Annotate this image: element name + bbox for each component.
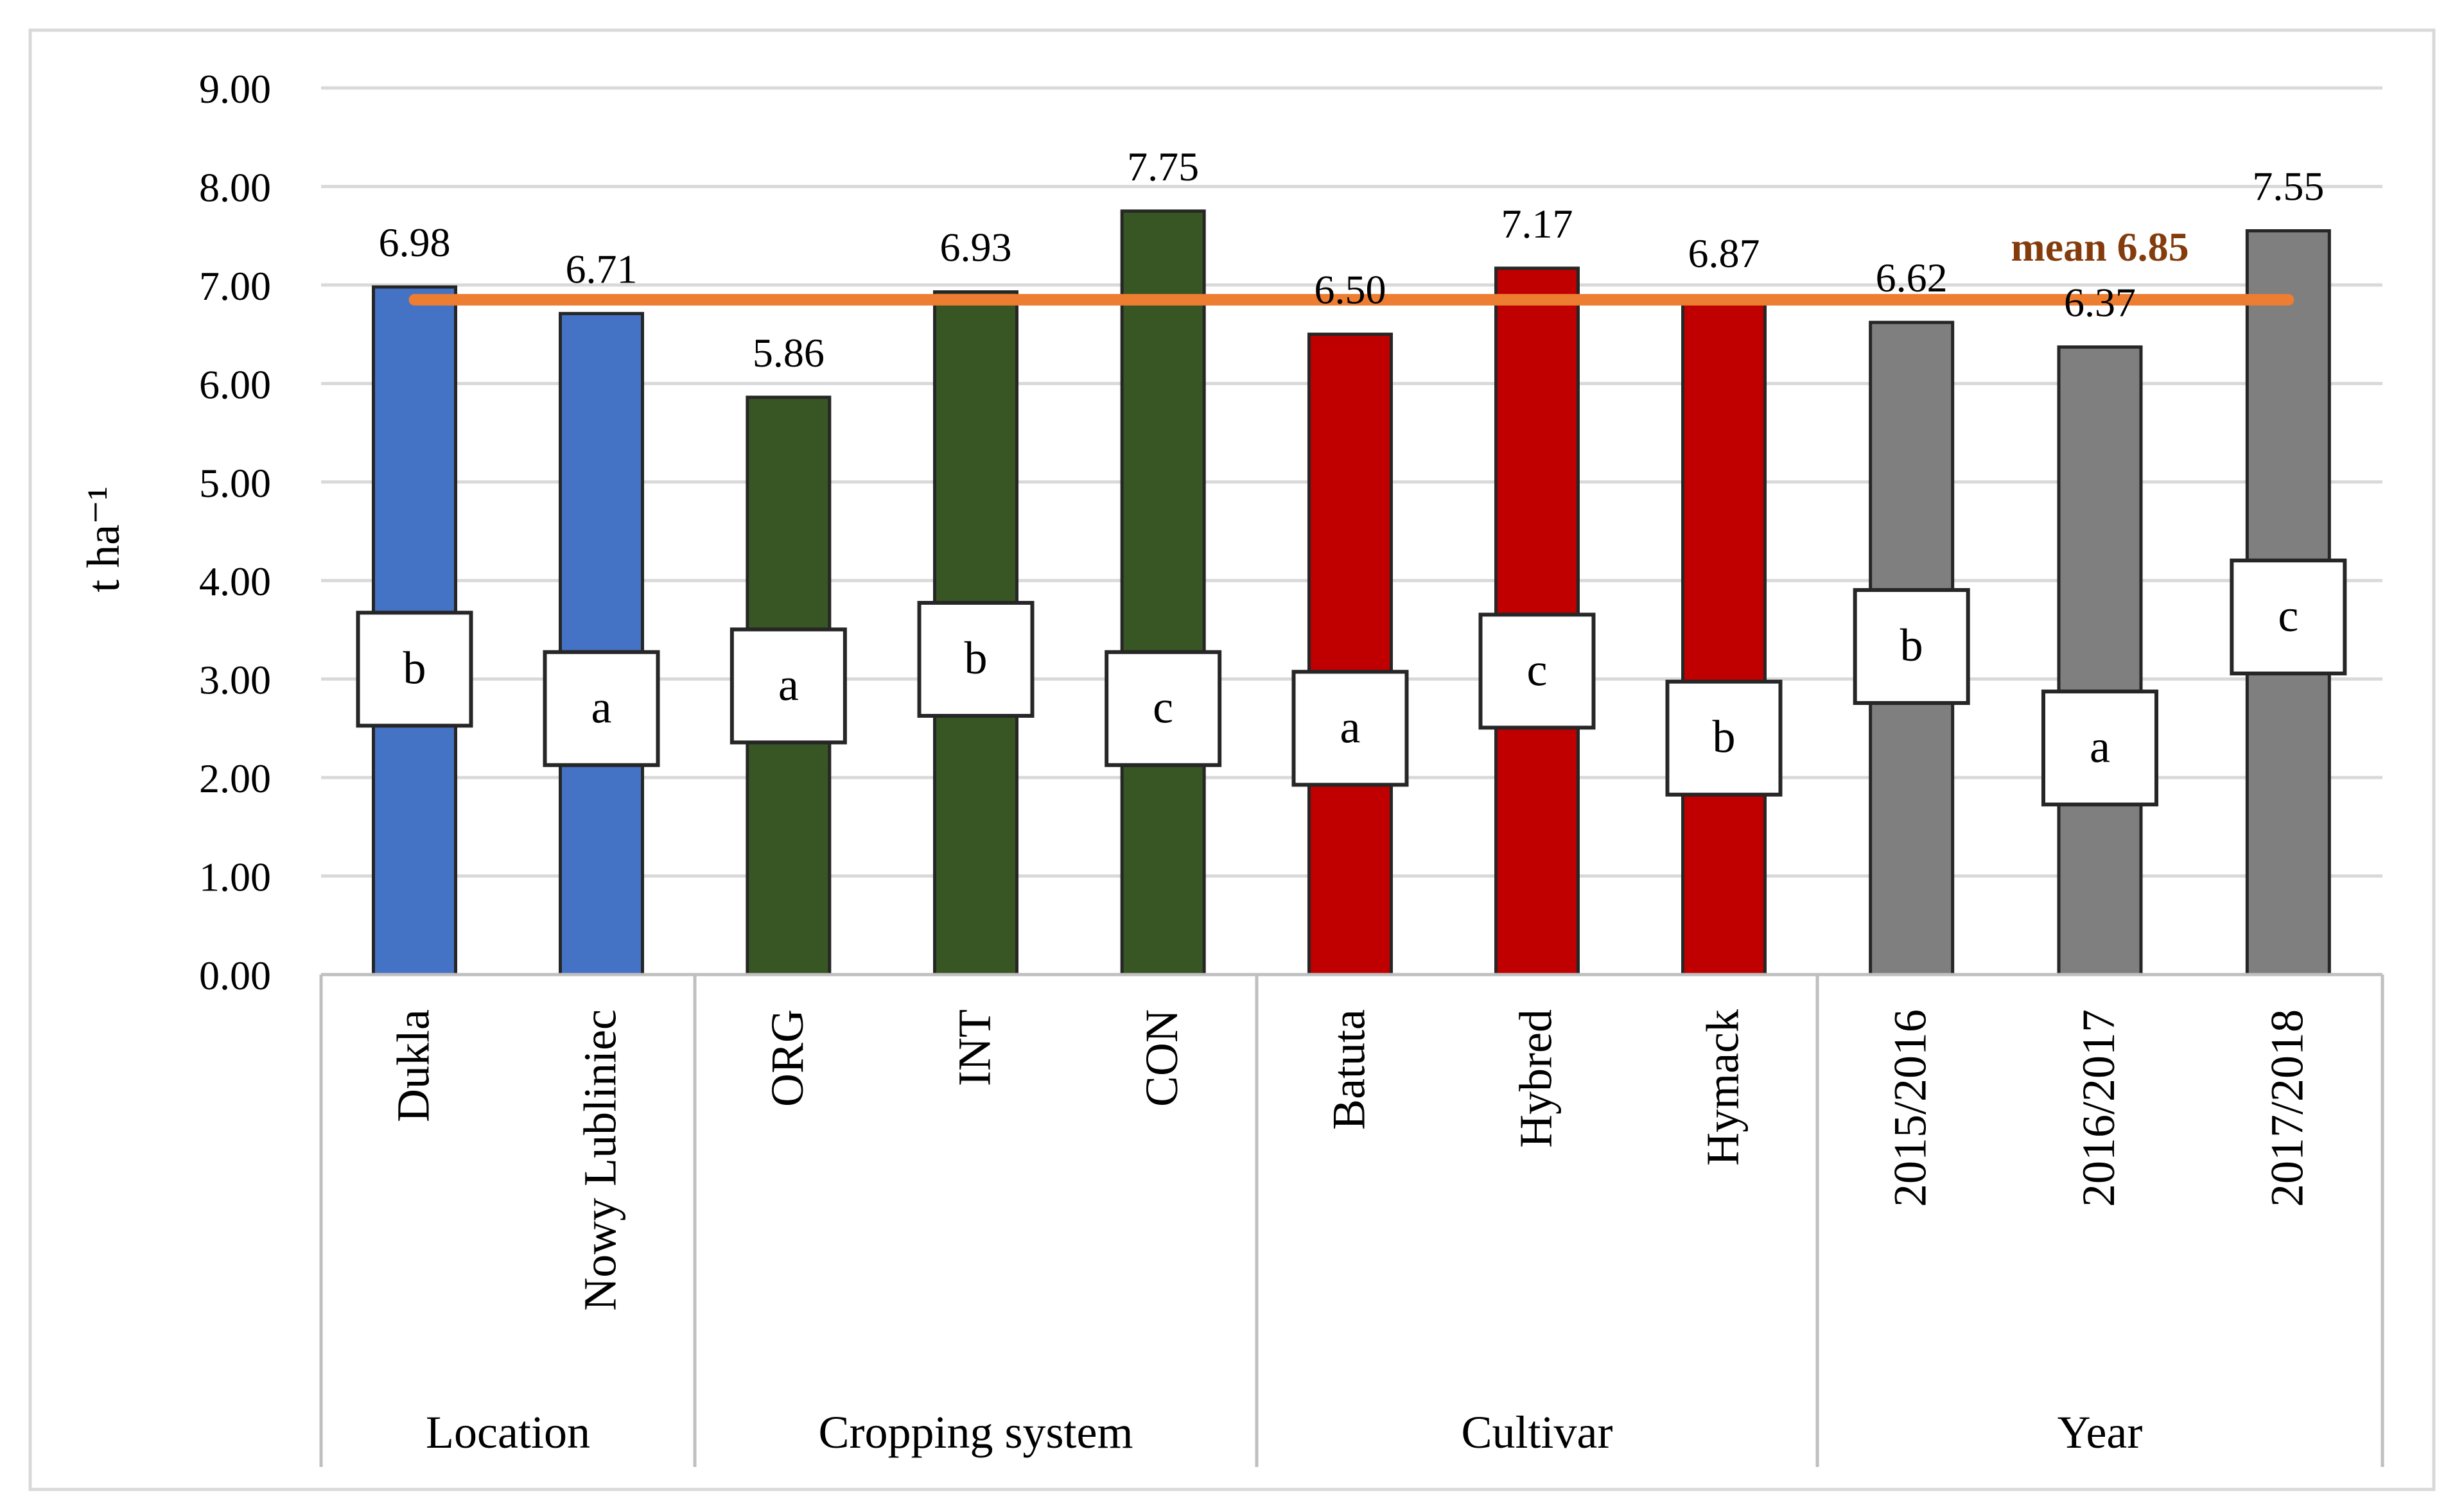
letter-box [1665, 679, 1783, 797]
letter-box [2230, 558, 2347, 675]
value-labels: 6.98 6.71 5.86 6.93 7.75 6.50 7.17 6.87 6.62 6.37… [379, 144, 2325, 376]
bar-2016-2017 [2057, 345, 2143, 976]
x-tick-label: 2016/2017 [2073, 1009, 2124, 1207]
letter-box [2041, 690, 2158, 807]
data-label: 6.50 [1315, 267, 1386, 313]
group-label: Location [426, 1407, 590, 1458]
bar-con [1120, 209, 1206, 976]
significance-letter: b [965, 632, 988, 684]
significance-letter: b [1713, 711, 1736, 763]
x-tick-label: Hybred [1510, 1009, 1562, 1148]
significance-letter: c [1527, 644, 1548, 695]
x-tick-label: Dukla [388, 1009, 439, 1122]
x-tick-label: Hymack [1697, 1009, 1749, 1166]
x-axis: Dukla Nowy Lubliniec ORG INT CON Batuta Hybred… [319, 973, 2384, 1467]
y-tick-label: 8.00 [199, 164, 271, 210]
significance-letter: b [1900, 620, 1923, 671]
group-label: Year [2058, 1407, 2143, 1458]
x-tick-label: CON [1136, 1009, 1187, 1107]
letter-box [917, 600, 1035, 718]
letter-box [1105, 650, 1222, 767]
letter-box [730, 627, 847, 745]
y-tick-label: 3.00 [199, 657, 271, 703]
y-tick-label: 1.00 [199, 855, 271, 900]
data-label: 6.71 [566, 246, 638, 291]
significance-letter: c [2278, 590, 2298, 641]
x-tick-label: 2017/2018 [2261, 1009, 2312, 1207]
significance-letter: a [591, 682, 612, 733]
letter-box [1291, 670, 1409, 787]
significance-letter: c [1153, 682, 1173, 733]
letter-box [356, 611, 473, 728]
significance-letters: b a a b c a c b b a c [356, 558, 2347, 807]
significance-letter: b [403, 642, 426, 693]
mean-label: mean 6.85 [2011, 224, 2189, 270]
x-tick-label: 2015/2016 [1885, 1009, 1936, 1207]
data-label: 7.55 [2252, 163, 2324, 209]
group-label: Cultivar [1462, 1407, 1613, 1458]
significance-letter: a [2090, 721, 2110, 772]
y-tick-label: 7.00 [199, 263, 271, 309]
bar-hymack [1681, 296, 1767, 976]
y-tick-label: 9.00 [199, 66, 271, 112]
letter-box [1853, 588, 1970, 706]
x-tick-label: ORG [762, 1009, 813, 1107]
significance-letter: a [1340, 701, 1361, 752]
y-tick-label: 0.00 [199, 953, 271, 998]
data-label: 6.93 [940, 225, 1012, 270]
data-label: 5.86 [753, 330, 825, 376]
y-axis-title: t ha⁻¹ [78, 486, 129, 593]
data-label: 6.98 [379, 220, 451, 265]
y-tick-label: 2.00 [199, 756, 271, 801]
bar-nowy-lubliniec [559, 311, 644, 976]
letter-box [543, 650, 660, 767]
data-label: 7.17 [1501, 201, 1573, 247]
x-tick-label: Batuta [1324, 1009, 1375, 1130]
data-label: 7.75 [1127, 144, 1199, 189]
data-label: 6.37 [2064, 280, 2136, 325]
y-tick-label: 4.00 [199, 559, 271, 604]
x-tick-label: INT [949, 1009, 1000, 1086]
mean-line-group: mean 6.85 [408, 224, 2294, 306]
bar-batuta [1307, 333, 1393, 976]
letter-box [1478, 612, 1596, 730]
significance-letter: a [778, 659, 799, 710]
y-axis-ticks: 0.00 1.00 2.00 3.00 4.00 5.00 6.00 7.00 8.00 9.00 [199, 66, 271, 998]
y-tick-label: 6.00 [199, 361, 271, 407]
data-label: 6.62 [1876, 255, 1948, 300]
y-tick-label: 5.00 [199, 460, 271, 506]
data-label: 6.87 [1688, 230, 1760, 276]
x-tick-label: Nowy Lubliniec [575, 1009, 626, 1311]
group-label: Cropping system [818, 1407, 1133, 1458]
